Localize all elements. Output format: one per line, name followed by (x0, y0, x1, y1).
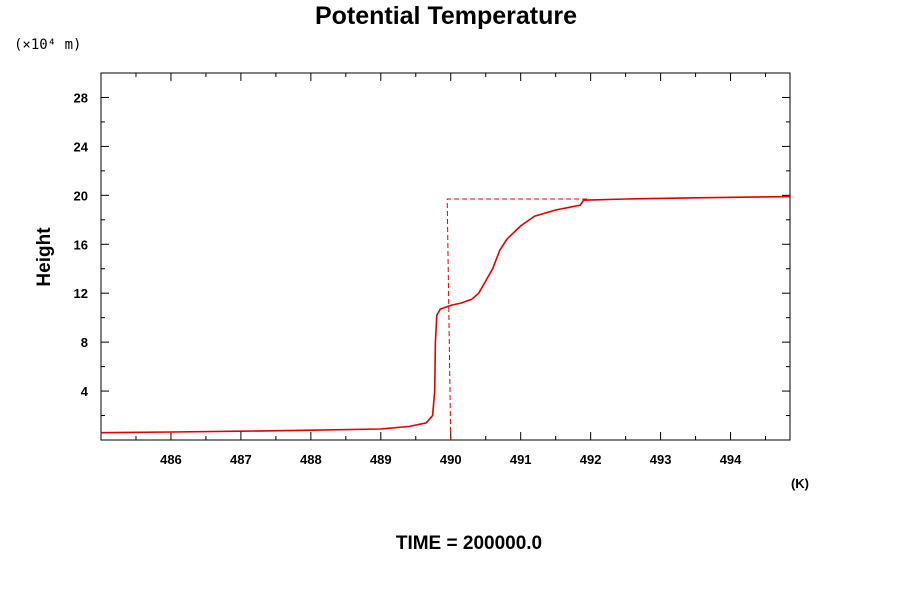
chart-title: Potential Temperature (315, 2, 577, 30)
x-tick-label: 490 (440, 452, 462, 467)
y-tick-label: 24 (74, 139, 89, 154)
y-tick-label: 16 (74, 237, 88, 252)
x-tick-label: 488 (300, 452, 322, 467)
x-tick-label: 486 (160, 452, 182, 467)
x-tick-label: 489 (370, 452, 392, 467)
series-line-solid (100, 195, 791, 434)
x-tick-label: 491 (510, 452, 532, 467)
time-label: TIME = 200000.0 (396, 533, 542, 554)
y-tick-label: 4 (81, 384, 89, 399)
x-tick-label: 494 (720, 452, 742, 467)
series-line-dashed (446, 198, 591, 441)
x-tick-label: 492 (580, 452, 602, 467)
x-tick-label: 487 (230, 452, 252, 467)
y-tick-label: 28 (74, 90, 88, 105)
x-tick-label: 493 (650, 452, 672, 467)
y-tick-label: 8 (81, 335, 88, 350)
plot-frame (100, 72, 791, 441)
y-unit-label: (×10⁴ m) (14, 37, 81, 53)
y-tick-label: 20 (74, 188, 88, 203)
y-tick-label: 12 (74, 286, 88, 301)
y-axis-label: Height (34, 227, 55, 287)
x-unit-label: (K) (791, 476, 809, 491)
